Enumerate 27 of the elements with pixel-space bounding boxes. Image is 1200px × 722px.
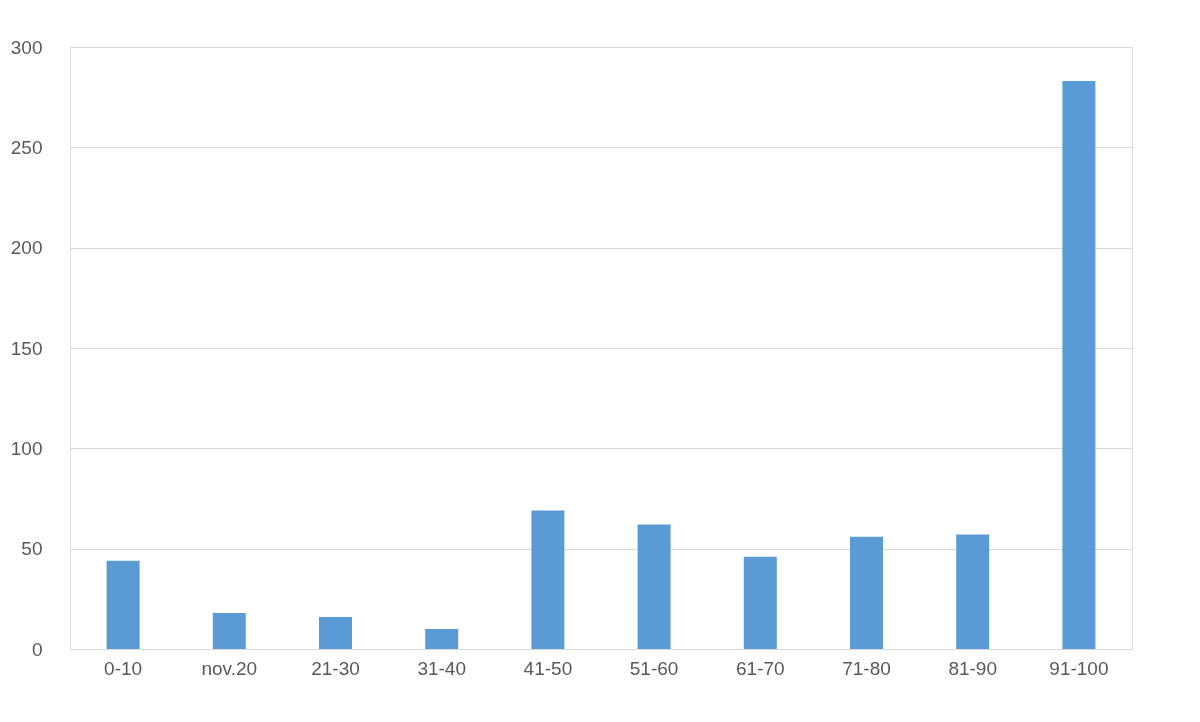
x-tick-label: 41-50 [523, 657, 573, 679]
x-tick-label: nov.20 [201, 657, 258, 679]
bar [743, 556, 777, 649]
y-tick-label: 150 [10, 337, 43, 359]
x-tick-label: 61-70 [736, 657, 785, 679]
y-tick-label: 50 [21, 538, 43, 560]
bar [319, 616, 352, 649]
bar [956, 534, 990, 649]
bar [106, 560, 140, 649]
bar [425, 628, 459, 649]
x-tick-label: 0-10 [104, 657, 143, 679]
bar [1062, 81, 1096, 649]
x-tick-label: 71-80 [842, 657, 891, 679]
y-tick-label: 300 [10, 36, 43, 58]
y-tick-label: 100 [10, 437, 43, 459]
bar [531, 510, 565, 649]
bar [850, 536, 883, 649]
x-tick-label: 51-60 [629, 657, 679, 679]
x-tick-label: 91-100 [1049, 657, 1109, 679]
x-tick-label: 31-40 [417, 657, 466, 679]
y-tick-label: 250 [10, 136, 43, 158]
bar [637, 524, 671, 649]
x-tick-label: 21-30 [311, 657, 360, 679]
bar [212, 612, 246, 649]
y-tick-label: 200 [10, 237, 43, 259]
x-tick-label: 81-90 [948, 657, 997, 679]
y-tick-label: 0 [31, 638, 43, 660]
